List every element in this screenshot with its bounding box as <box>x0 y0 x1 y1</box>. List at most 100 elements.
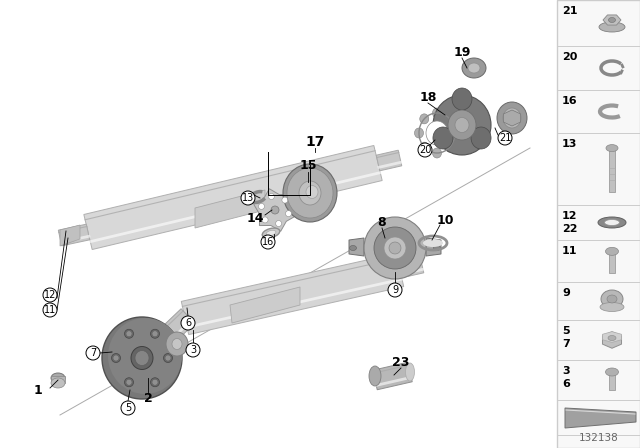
Ellipse shape <box>389 242 401 254</box>
Ellipse shape <box>276 220 282 227</box>
Ellipse shape <box>609 17 616 22</box>
Ellipse shape <box>369 366 381 386</box>
Text: 1: 1 <box>34 383 42 396</box>
Ellipse shape <box>433 246 440 250</box>
Text: 15: 15 <box>300 159 317 172</box>
Text: 3: 3 <box>190 345 196 355</box>
Polygon shape <box>349 238 364 256</box>
Ellipse shape <box>150 378 159 387</box>
Ellipse shape <box>108 318 182 394</box>
Text: 12: 12 <box>44 290 56 300</box>
Polygon shape <box>565 408 636 428</box>
Ellipse shape <box>113 355 119 361</box>
Ellipse shape <box>471 127 491 149</box>
Text: 16: 16 <box>262 237 274 247</box>
Ellipse shape <box>605 247 618 255</box>
Bar <box>557 0 640 448</box>
Circle shape <box>121 401 135 415</box>
Text: 9: 9 <box>562 288 570 298</box>
Ellipse shape <box>420 142 429 152</box>
Ellipse shape <box>606 145 618 151</box>
Polygon shape <box>51 376 65 383</box>
Text: 6: 6 <box>562 379 570 389</box>
Ellipse shape <box>125 378 134 387</box>
Polygon shape <box>195 190 265 228</box>
Circle shape <box>181 316 195 330</box>
Ellipse shape <box>131 346 153 370</box>
Ellipse shape <box>605 368 618 376</box>
Text: 21: 21 <box>562 6 577 16</box>
Ellipse shape <box>433 108 442 118</box>
Ellipse shape <box>601 290 623 308</box>
Ellipse shape <box>268 194 275 199</box>
Ellipse shape <box>445 114 454 124</box>
Ellipse shape <box>445 142 454 152</box>
Ellipse shape <box>605 220 620 225</box>
Polygon shape <box>398 257 424 278</box>
Ellipse shape <box>503 108 521 128</box>
Ellipse shape <box>125 329 134 338</box>
Ellipse shape <box>126 379 132 385</box>
Ellipse shape <box>455 117 469 133</box>
Ellipse shape <box>166 332 188 356</box>
Text: 18: 18 <box>419 90 436 103</box>
Text: 6: 6 <box>185 318 191 328</box>
Ellipse shape <box>468 63 480 73</box>
Ellipse shape <box>306 185 318 198</box>
Text: 21: 21 <box>499 133 511 143</box>
Text: 13: 13 <box>562 139 577 149</box>
Ellipse shape <box>374 227 416 269</box>
Polygon shape <box>84 146 382 250</box>
Text: 14: 14 <box>246 211 264 224</box>
Circle shape <box>43 288 57 302</box>
Ellipse shape <box>152 379 158 385</box>
Ellipse shape <box>349 246 356 250</box>
Ellipse shape <box>497 102 527 134</box>
Ellipse shape <box>299 181 321 205</box>
Ellipse shape <box>451 128 460 138</box>
Polygon shape <box>602 332 621 342</box>
Polygon shape <box>503 110 521 126</box>
Ellipse shape <box>415 128 424 138</box>
Text: 10: 10 <box>436 214 454 227</box>
Polygon shape <box>139 309 195 363</box>
Polygon shape <box>602 332 621 348</box>
Ellipse shape <box>287 168 333 218</box>
Circle shape <box>86 346 100 360</box>
Text: 5: 5 <box>125 403 131 413</box>
Text: 20: 20 <box>562 52 577 62</box>
Ellipse shape <box>266 230 276 236</box>
Text: 132138: 132138 <box>579 433 618 443</box>
Bar <box>609 251 615 273</box>
Ellipse shape <box>135 350 149 366</box>
Ellipse shape <box>426 121 448 145</box>
Polygon shape <box>253 189 296 231</box>
Bar <box>609 372 615 390</box>
Text: 11: 11 <box>44 305 56 315</box>
Text: 11: 11 <box>562 246 577 256</box>
Polygon shape <box>426 238 441 256</box>
Text: 13: 13 <box>242 193 254 203</box>
Ellipse shape <box>111 353 120 362</box>
Text: 22: 22 <box>562 224 577 234</box>
Text: 17: 17 <box>305 135 324 149</box>
Text: 19: 19 <box>453 46 470 59</box>
Polygon shape <box>376 150 402 171</box>
Text: 16: 16 <box>562 96 578 106</box>
Ellipse shape <box>607 295 617 303</box>
Text: 9: 9 <box>392 285 398 295</box>
Ellipse shape <box>452 88 472 110</box>
Ellipse shape <box>271 206 279 214</box>
Circle shape <box>418 143 432 157</box>
Polygon shape <box>58 224 90 246</box>
Ellipse shape <box>598 217 626 228</box>
Ellipse shape <box>406 363 415 381</box>
Ellipse shape <box>285 211 292 217</box>
Ellipse shape <box>599 22 625 32</box>
Ellipse shape <box>165 355 171 361</box>
Ellipse shape <box>51 378 65 388</box>
Ellipse shape <box>420 114 429 124</box>
Polygon shape <box>372 362 412 390</box>
Ellipse shape <box>262 228 280 238</box>
Text: 12: 12 <box>562 211 577 221</box>
